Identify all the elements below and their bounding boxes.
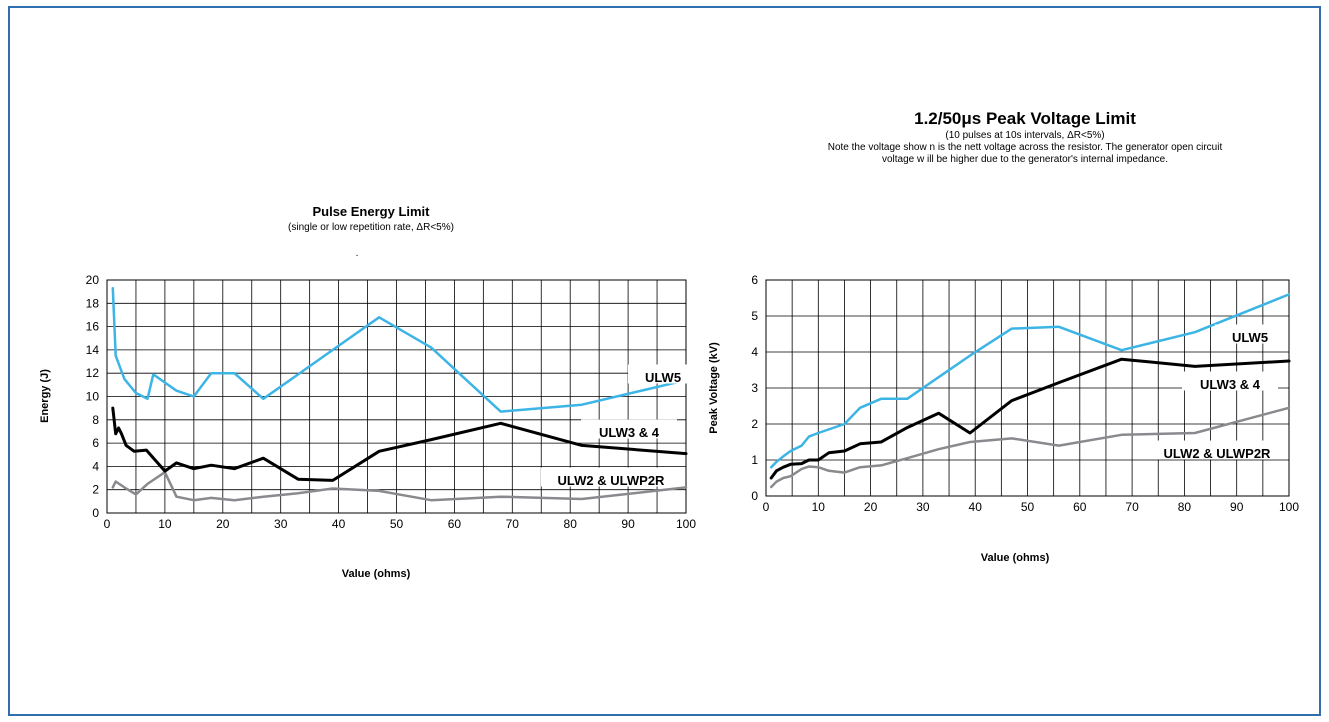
chart-1-plot-area: 0 10 20 30 40 50 60 70 80 90 100 0 2 4 6 8 10 12 14 16 18 20 U… [86, 273, 698, 531]
chart-1-x-tick-label: 70 [506, 517, 520, 531]
chart-2-x-tick-label: 20 [864, 500, 878, 514]
chart-1-series-label-bg [628, 364, 698, 384]
chart-1-plot-frame [106, 279, 687, 514]
chart-2-plot-area: 0 10 20 30 40 50 60 70 80 90 100 0 1 2 3 4 5 6 ULW5 ULW3 & … [751, 273, 1299, 514]
chart-2-x-tick-label: 80 [1178, 500, 1192, 514]
chart-1-subtitle: (single or low repetition rate, ΔR<5%) [288, 222, 454, 233]
chart-1-series-label: ULW3 & 4 [599, 425, 660, 440]
chart-2-series-label-bg [1215, 324, 1285, 344]
chart-1-y-tick-label: 18 [86, 296, 100, 310]
chart-2-series-label: ULW5 [1232, 330, 1268, 345]
figure-frame [8, 6, 1321, 716]
chart-2-x-tick-label: 90 [1230, 500, 1244, 514]
chart-1-subtitle-mark: . [356, 248, 359, 259]
chart-1-y-axis-label: Energy (J) [39, 369, 51, 423]
chart-2-y-tick-label: 6 [751, 273, 758, 287]
chart-1-y-tick-label: 0 [92, 506, 99, 520]
chart-1-y-tick-label: 12 [86, 366, 100, 380]
chart-2-x-tick-label: 40 [969, 500, 983, 514]
chart-2-y-tick-label: 2 [751, 417, 758, 431]
chart-2-y-tick-label: 5 [751, 309, 758, 323]
chart-1-y-tick-label: 20 [86, 273, 100, 287]
chart-1-y-tick-label: 4 [92, 459, 99, 473]
chart-2-note-line-1: Note the voltage show n is the nett volt… [828, 142, 1223, 153]
chart-2-x-tick-label: 10 [812, 500, 826, 514]
chart-1-x-tick-label: 60 [448, 517, 462, 531]
chart-1-x-axis-label: Value (ohms) [342, 568, 411, 580]
chart-1-y-tick-label: 10 [86, 390, 100, 404]
chart-1-y-tick-label: 6 [92, 436, 99, 450]
chart-1-x-tick-label: 80 [564, 517, 578, 531]
chart-2-series-label-bg [1147, 440, 1287, 460]
chart-1-x-tick-label: 90 [621, 517, 635, 531]
chart-2-series-label-bg [1182, 371, 1278, 391]
chart-2-x-axis-label: Value (ohms) [981, 552, 1050, 564]
chart-1-series-line-ulw3-4 [111, 406, 688, 482]
chart-1-series-label: ULW5 [645, 370, 681, 385]
chart-2-x-tick-label: 70 [1125, 500, 1139, 514]
chart-2-x-tick-label: 50 [1021, 500, 1035, 514]
chart-2-y-tick-label: 0 [751, 489, 758, 503]
chart-2-series-label: ULW3 & 4 [1200, 377, 1261, 392]
chart-1-y-tick-label: 14 [86, 343, 100, 357]
chart-2-y-tick-label: 4 [751, 345, 758, 359]
chart-1-x-tick-label: 50 [390, 517, 404, 531]
chart-2-series-line-ulw2-ulwp2r [769, 406, 1291, 489]
chart-1-series-label: ULW2 & ULWP2R [558, 473, 666, 488]
chart-2-y-tick-label: 3 [751, 381, 758, 395]
chart-2-x-tick-label: 100 [1279, 500, 1299, 514]
chart-2-x-tick-label: 30 [916, 500, 930, 514]
chart-1-y-tick-label: 2 [92, 483, 99, 497]
chart-1-x-tick-label: 30 [274, 517, 288, 531]
chart-1-series-line-ulw2-ulwp2r [111, 470, 688, 502]
chart-1-y-tick-label: 8 [92, 413, 99, 427]
chart-2-series-line-ulw3-4 [769, 357, 1291, 480]
chart-2-series-line-ulw5 [769, 293, 1291, 469]
chart-2-x-tick-label: 60 [1073, 500, 1087, 514]
chart-2-plot-frame [765, 279, 1290, 497]
chart-1-x-tick-label: 40 [332, 517, 346, 531]
chart-1-series-line-ulw5 [111, 286, 688, 413]
chart-2-title: 1.2/50μs Peak Voltage Limit [914, 109, 1136, 128]
chart-1-x-tick-label: 100 [676, 517, 696, 531]
chart-1-series-label-bg [581, 419, 677, 439]
chart-1-y-tick-label: 16 [86, 320, 100, 334]
chart-1-title: Pulse Energy Limit [312, 204, 430, 219]
chart-2-y-axis-label: Peak Voltage (kV) [708, 342, 720, 434]
chart-2-y-tick-label: 1 [751, 453, 758, 467]
chart-2-subtitle: (10 pulses at 10s intervals, ΔR<5%) [945, 130, 1104, 141]
chart-2-series-label: ULW2 & ULWP2R [1164, 446, 1272, 461]
chart-1-x-tick-label: 10 [158, 517, 172, 531]
chart-2-x-tick-label: 0 [763, 500, 770, 514]
chart-1-series-label-bg [541, 467, 681, 487]
chart-1-x-tick-label: 20 [216, 517, 230, 531]
chart-1-x-tick-label: 0 [104, 517, 111, 531]
chart-2-note-line-2: voltage w ill be higher due to the gener… [882, 154, 1168, 165]
